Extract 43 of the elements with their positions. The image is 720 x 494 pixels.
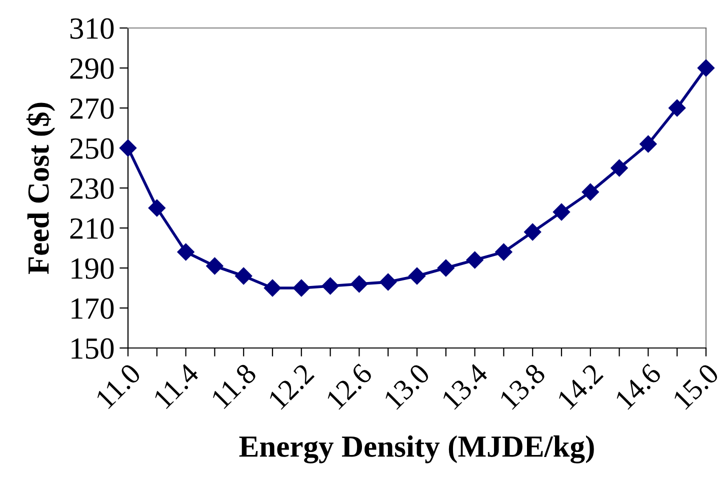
point (148, 199, 166, 217)
point (466, 251, 484, 269)
point (206, 257, 224, 275)
point (610, 159, 628, 177)
point (640, 135, 657, 153)
point (495, 243, 512, 261)
y-axis-title: Feed Cost ($) (26, 102, 56, 274)
y-tick-label: 270 (70, 98, 114, 119)
x-axis-title: Energy Density (MJDE/kg) (239, 435, 594, 464)
x-tick-label: 12.2 (268, 362, 315, 410)
point (582, 183, 599, 201)
point (292, 279, 310, 297)
y-tick-label: 290 (70, 58, 114, 79)
x-tick-label: 11.8 (210, 362, 258, 410)
point (235, 267, 252, 285)
y-tick-label: 190 (72, 258, 114, 279)
x-tick-label: 14.6 (614, 362, 662, 410)
y-tick-label: 230 (70, 178, 114, 199)
x-tick-label: 12.6 (326, 362, 374, 410)
point (552, 203, 570, 221)
x-tick-label: 13.4 (441, 362, 490, 410)
point (380, 273, 397, 291)
point (322, 277, 339, 295)
point (437, 259, 454, 277)
point (408, 267, 426, 285)
x-tick-label: 13.0 (383, 362, 431, 410)
point (668, 99, 686, 117)
x-tick-label: 14.2 (556, 362, 604, 410)
x-tick-label: 11.4 (152, 362, 200, 410)
y-tick-label: 170 (72, 298, 114, 319)
y-tick-label: 250 (70, 138, 114, 159)
x-tick-label: 11.0 (95, 362, 142, 410)
point (697, 59, 715, 77)
point (264, 279, 282, 297)
y-tick-label: 150 (72, 338, 114, 359)
point (350, 275, 368, 293)
x-tick-label: 13.8 (498, 362, 546, 410)
point (119, 139, 137, 157)
point (524, 223, 542, 241)
y-tick-label: 310 (70, 18, 114, 39)
point (177, 243, 194, 261)
x-tick-label: 15.0 (672, 362, 720, 410)
y-tick-label: 210 (70, 218, 114, 239)
